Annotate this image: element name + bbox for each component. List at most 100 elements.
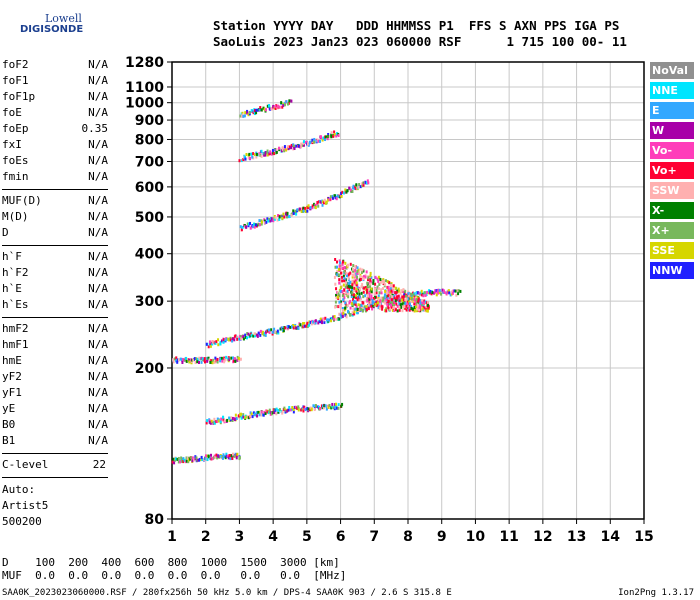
x-tick-label: 14 [601, 529, 621, 545]
echo-pixel [304, 206, 307, 210]
echo-pixel [306, 325, 309, 329]
echo-pixel [377, 298, 380, 302]
echo-pixel [287, 408, 290, 412]
echo-pixel [382, 300, 385, 304]
echo-pixel [381, 305, 384, 309]
echo-pixel [229, 418, 232, 422]
echo-pixel [457, 289, 460, 293]
echo-pixel [295, 144, 298, 148]
echo-pixel [280, 149, 283, 153]
echo-pixel [410, 299, 413, 303]
echo-pixel [216, 360, 219, 364]
echo-pixel [451, 291, 454, 295]
echo-pixel [269, 151, 272, 155]
echo-pixel [259, 106, 262, 110]
param-name: B0 [2, 418, 16, 431]
param-value: N/A [88, 282, 108, 295]
echo-pixel [359, 278, 362, 282]
echo-pixel [249, 156, 252, 160]
echo-pixel [378, 306, 381, 310]
echo-pixel [300, 145, 303, 149]
echo-pixel [351, 286, 354, 290]
echo-pixel [363, 286, 366, 290]
echo-pixel [196, 357, 199, 361]
echo-pixel [351, 273, 354, 277]
echo-pixel [246, 332, 249, 336]
param-value: N/A [88, 250, 108, 263]
echo-pixel [306, 206, 309, 210]
param-row: foEp 0.35 [2, 122, 108, 138]
echo-pixel [379, 302, 382, 306]
echo-pixel [229, 356, 232, 360]
echo-pixel [358, 271, 361, 275]
echo-pixel [363, 305, 366, 309]
echo-pixel [181, 459, 184, 463]
echo-pixel [402, 298, 405, 302]
echo-pixel [324, 138, 327, 142]
echo-pixel [415, 305, 418, 309]
echo-pixel [234, 334, 237, 338]
echo-pixel [266, 104, 269, 108]
echo-pixel [441, 288, 444, 292]
echo-pixel [198, 458, 201, 462]
echo-pixel [313, 137, 316, 141]
echo-pixel [270, 152, 273, 156]
echo-pixel [238, 457, 241, 461]
echo-pixel [398, 308, 401, 312]
echo-pixel [349, 271, 352, 275]
echo-pixel [287, 145, 290, 149]
echo-pixel [337, 195, 340, 199]
echo-pixel [361, 305, 364, 309]
echo-pixel [180, 457, 183, 461]
echo-pixel [368, 294, 371, 298]
echo-pixel [260, 410, 263, 414]
echo-pixel [343, 270, 346, 274]
echo-pixel [347, 309, 350, 313]
echo-pixel [352, 293, 355, 297]
echo-pixel [231, 337, 234, 341]
echo-pixel [349, 285, 352, 289]
echo-pixel [398, 289, 401, 293]
echo-pixel [343, 266, 346, 270]
echo-pixel [263, 332, 266, 336]
echo-pixel [324, 200, 327, 204]
echo-pixel [377, 306, 380, 310]
echo-pixel [302, 141, 305, 145]
echo-pixel [356, 307, 359, 311]
echo-pixel [387, 306, 390, 310]
param-value: N/A [88, 138, 108, 151]
echo-pixel [320, 319, 323, 323]
echo-pixel [369, 274, 372, 278]
echo-pixel [385, 279, 388, 283]
echo-pixel [277, 214, 280, 218]
echo-pixel [351, 311, 354, 315]
echo-pixel [188, 358, 191, 362]
echo-pixel [415, 291, 418, 295]
echo-pixel [254, 412, 257, 416]
param-value: N/A [88, 322, 108, 335]
echo-pixel [301, 143, 304, 147]
station-header: Station YYYY DAY DDD HHMMSS P1 FFS S AXN… [213, 18, 627, 50]
echo-pixel [332, 406, 335, 410]
echo-pixel [369, 300, 372, 304]
muf-row: MUF 0.0 0.0 0.0 0.0 0.0 0.0 0.0 0.0 [MHz… [2, 569, 347, 582]
echo-pixel [242, 413, 245, 417]
echo-pixel [314, 206, 317, 210]
echo-pixel [187, 456, 190, 460]
echo-pixel [386, 290, 389, 294]
echo-pixel [420, 299, 423, 303]
param-separator [2, 189, 108, 190]
echo-pixel [409, 296, 412, 300]
echo-pixel [338, 317, 341, 321]
echo-pixel [294, 326, 297, 330]
echo-pixel [228, 416, 231, 420]
echo-pixel [353, 286, 356, 290]
echo-pixel [236, 336, 239, 340]
echo-pixel [217, 419, 220, 423]
echo-pixel [306, 406, 309, 410]
echo-pixel [390, 289, 393, 293]
echo-pixel [281, 105, 284, 109]
echo-pixel [374, 282, 377, 286]
echo-pixel [302, 325, 305, 329]
echo-pixel [332, 315, 335, 319]
